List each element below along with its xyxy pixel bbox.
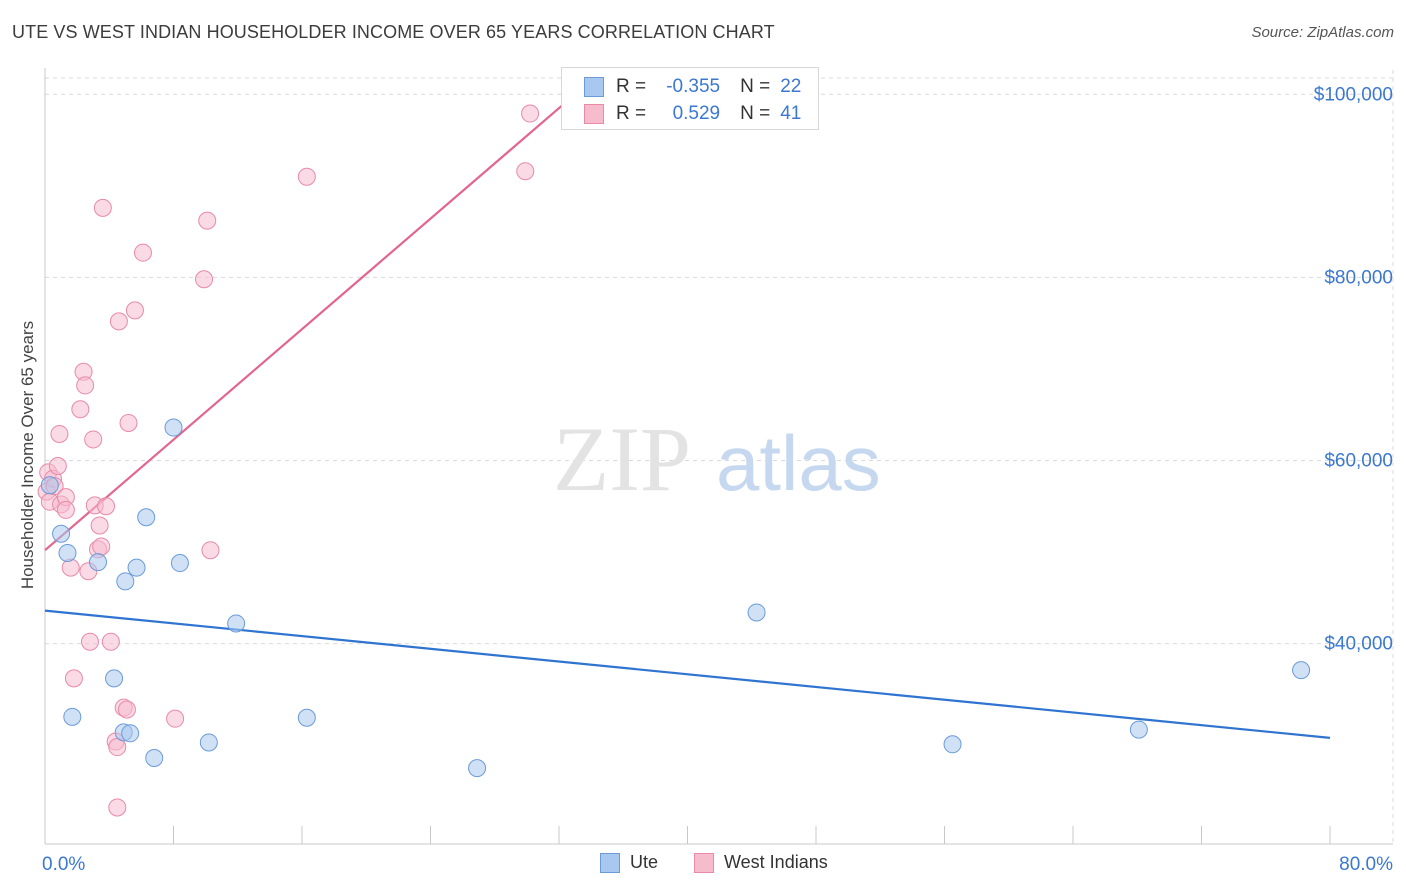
ute-point: [227, 614, 246, 633]
watermark: ZIP atlas: [553, 408, 881, 510]
ute-point: [199, 733, 218, 752]
ute-point: [105, 669, 124, 688]
watermark-zip: ZIP: [553, 408, 691, 510]
west-indians-point: [101, 632, 120, 651]
legend-row-west-indians: R = 0.529 N = 41: [584, 101, 801, 127]
y-tick-label: $60,000: [1324, 451, 1393, 472]
n-value: 22: [780, 76, 802, 97]
x-tick-label: 0.0%: [42, 854, 85, 875]
y-tick-label: $100,000: [1314, 84, 1393, 105]
west-indians-point: [516, 162, 535, 181]
west-indians-point: [195, 270, 214, 289]
west-indians-point: [84, 430, 103, 449]
west-indians-point: [125, 301, 144, 320]
ute-point: [145, 749, 164, 768]
chart-title: UTE VS WEST INDIAN HOUSEHOLDER INCOME OV…: [12, 22, 775, 42]
west-indians-point: [92, 537, 111, 556]
legend-row-ute: R = -0.355 N = 22: [584, 74, 801, 100]
legend-item-west-indians[interactable]: West Indians: [694, 852, 828, 873]
series-legend: Ute West Indians: [0, 852, 1406, 876]
watermark-atlas: atlas: [716, 419, 881, 507]
west-indians-point: [76, 376, 95, 395]
r-label: R =: [616, 103, 647, 124]
y-tick-label: $80,000: [1324, 267, 1393, 288]
west-indians-point: [166, 709, 185, 728]
ute-point: [164, 418, 183, 437]
ute-point: [40, 476, 59, 495]
grid-lines: [45, 70, 1394, 844]
ute-trend-line: [44, 609, 1331, 739]
west-indians-point: [48, 456, 67, 475]
correlation-legend: R = -0.355 N = 22 R = 0.529 N = 41: [561, 67, 819, 130]
ute-point: [116, 572, 135, 591]
ute-point: [52, 524, 71, 543]
ute-point: [58, 543, 77, 562]
ute-point: [1129, 720, 1148, 739]
west-indians-point: [297, 167, 316, 186]
west-indians-point: [133, 243, 152, 262]
west-indians-swatch: [584, 104, 604, 124]
west-indians-point: [117, 700, 136, 719]
ute-point: [137, 508, 156, 527]
west-indians-point: [119, 413, 138, 432]
west-indians-point: [97, 497, 116, 516]
r-value: -0.355: [666, 76, 721, 97]
ute-point: [297, 708, 316, 727]
west-indians-point: [521, 104, 540, 123]
west-indians-swatch: [694, 852, 714, 873]
west-indians-point: [108, 798, 127, 817]
west-indians-point: [56, 500, 75, 519]
west-indians-point: [71, 400, 90, 419]
ute-point: [170, 554, 189, 573]
ute-point: [121, 724, 140, 743]
west-indians-point: [198, 211, 217, 230]
n-label: N =: [740, 103, 771, 124]
ute-point: [468, 759, 487, 778]
axes: [44, 68, 1393, 845]
tick-labels: $40,000 $60,000 $80,000 $100,000 0.0% 80.0%: [42, 84, 1393, 875]
r-value: 0.529: [672, 103, 721, 124]
ute-point: [63, 707, 82, 726]
y-tick-label: $40,000: [1324, 634, 1393, 655]
legend-item-ute[interactable]: Ute: [600, 852, 658, 873]
west-indians-point: [80, 632, 99, 651]
n-value: 41: [780, 103, 802, 124]
legend-label: Ute: [630, 852, 659, 872]
x-tick-label: 80.0%: [1339, 854, 1393, 875]
west-indians-trend-line: [44, 93, 576, 552]
ute-point: [89, 553, 108, 572]
ute-point: [127, 558, 146, 577]
ute-swatch: [600, 852, 620, 873]
ute-swatch: [584, 77, 604, 97]
source-label: Source: ZipAtlas.com: [1251, 24, 1394, 41]
n-label: N =: [740, 76, 771, 97]
west-indians-point: [61, 558, 80, 577]
legend-label: West Indians: [724, 852, 828, 872]
ute-point: [747, 603, 766, 622]
trend-lines: [44, 93, 1331, 739]
ute-point: [943, 735, 962, 754]
west-indians-point: [64, 669, 83, 688]
west-indians-point: [201, 541, 220, 560]
ute-point: [1292, 661, 1311, 680]
data-points: [37, 104, 1311, 817]
west-indians-point: [50, 424, 69, 443]
r-label: R =: [616, 76, 647, 97]
west-indians-point: [90, 516, 109, 535]
west-indians-point: [93, 198, 112, 217]
west-indians-point: [109, 312, 128, 331]
